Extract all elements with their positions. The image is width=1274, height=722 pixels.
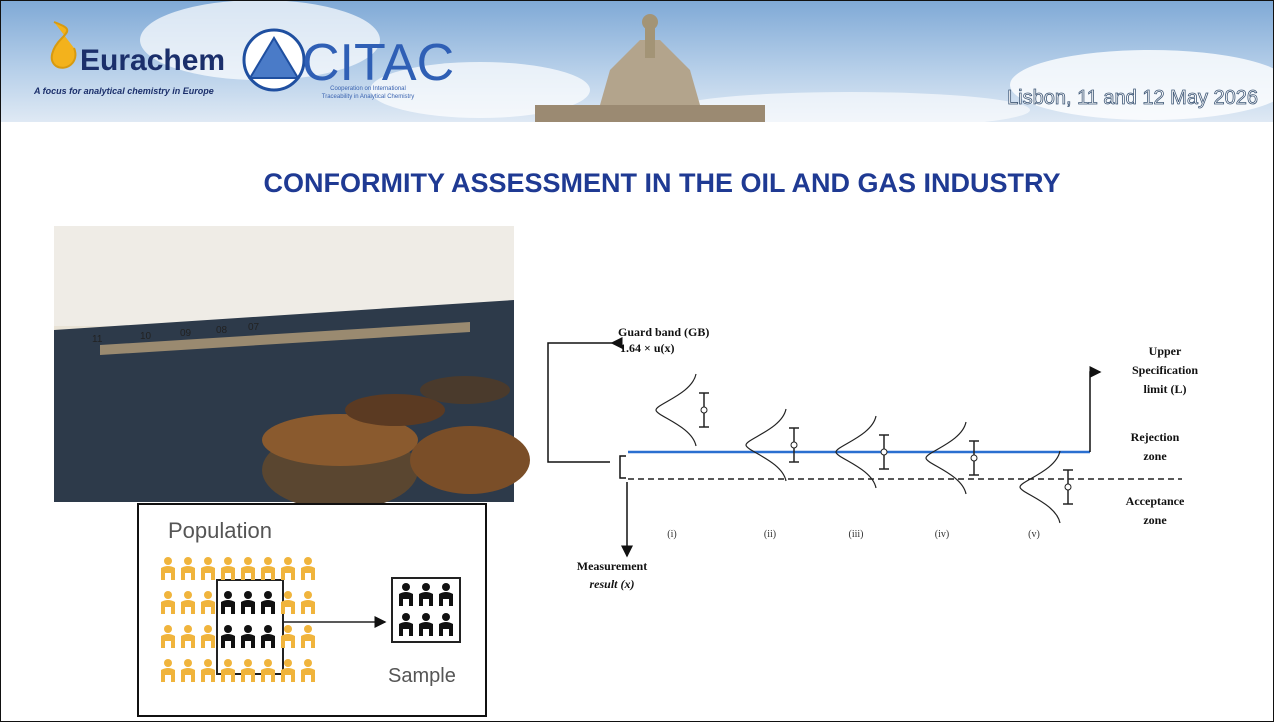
person-icon	[304, 557, 312, 565]
person-icon	[204, 557, 212, 565]
person-icon	[264, 659, 272, 667]
person-icon	[304, 659, 312, 667]
upper-limit: Upper	[1149, 344, 1182, 358]
photo-label: 10	[140, 331, 152, 342]
photo-label: 09	[180, 328, 192, 339]
upper-limit: Specification	[1132, 363, 1198, 377]
measurement-result: Measurement	[577, 559, 647, 573]
person-icon	[204, 625, 212, 633]
distribution-curve	[746, 409, 786, 481]
person-icon	[184, 659, 192, 667]
person-icon	[244, 659, 252, 667]
slide-title: CONFORMITY ASSESSMENT IN THE OIL AND GAS…	[263, 168, 1060, 198]
person-icon	[264, 625, 272, 633]
photo-label: 07	[248, 322, 260, 333]
measured-value	[701, 407, 707, 413]
rejection-zone: zone	[1143, 449, 1167, 463]
person-icon	[164, 625, 172, 633]
case-label: (iv)	[935, 529, 949, 540]
measured-value	[971, 455, 977, 461]
person-icon	[164, 659, 172, 667]
distribution-curve	[926, 422, 966, 494]
person-icon	[184, 557, 192, 565]
person-icon	[164, 591, 172, 599]
population-label: Population	[168, 518, 272, 543]
person-icon	[304, 591, 312, 599]
case-label: (i)	[667, 529, 676, 540]
person-icon	[264, 591, 272, 599]
person-icon	[284, 625, 292, 633]
guard-formula: 1.64 × u(x)	[620, 341, 675, 355]
person-icon	[422, 613, 430, 621]
person-icon	[442, 583, 450, 591]
person-icon	[224, 625, 232, 633]
distribution-curve	[1020, 451, 1060, 523]
measured-value	[1065, 484, 1071, 490]
photo-label: 08	[216, 325, 228, 336]
citac-tagline: Traceability in Analytical Chemistry	[322, 94, 414, 100]
person-icon	[224, 557, 232, 565]
person-icon	[422, 583, 430, 591]
conformity-diagram: Guard band (GB) 1.64 × u(x) Upper Specif…	[548, 325, 1198, 591]
measured-value	[881, 449, 887, 455]
case-label: (iii)	[849, 529, 864, 540]
sampling-diagram: Population Sample	[138, 504, 486, 716]
citac-name: CITAC	[302, 34, 454, 92]
person-icon	[284, 591, 292, 599]
photo-label: 11	[92, 334, 103, 345]
person-icon	[224, 659, 232, 667]
person-icon	[204, 591, 212, 599]
distribution-curve	[656, 374, 696, 446]
citac-tagline: Cooperation on International	[330, 86, 406, 92]
eurachem-tagline: A focus for analytical chemistry in Euro…	[33, 86, 214, 96]
person-icon	[402, 583, 410, 591]
person-icon	[442, 613, 450, 621]
person-icon	[204, 659, 212, 667]
person-icon	[164, 557, 172, 565]
person-icon	[244, 625, 252, 633]
guard-band: Guard band (GB)	[618, 325, 709, 339]
case-label: (ii)	[764, 529, 776, 540]
measurement-result: result (x)	[590, 577, 635, 591]
upper-limit: limit (L)	[1144, 382, 1187, 396]
case-label: (v)	[1028, 529, 1040, 540]
person-icon	[284, 557, 292, 565]
banner: Eurachem A focus for analytical chemistr…	[0, 0, 1274, 128]
person-icon	[284, 659, 292, 667]
rejection-zone: Rejection	[1131, 430, 1180, 444]
person-icon	[184, 591, 192, 599]
acceptance-zone: Acceptance	[1126, 494, 1185, 508]
person-icon	[184, 625, 192, 633]
eurachem-name: Eurachem	[80, 44, 225, 77]
person-icon	[224, 591, 232, 599]
tank-photo: 11 10 09 08 07	[54, 226, 530, 510]
person-icon	[304, 625, 312, 633]
sample-label: Sample	[388, 665, 456, 687]
acceptance-zone: zone	[1143, 513, 1167, 527]
person-icon	[264, 557, 272, 565]
person-icon	[244, 557, 252, 565]
event: Lisbon, 11 and 12 May 2026	[1007, 87, 1258, 109]
person-icon	[402, 613, 410, 621]
slide: Eurachem A focus for analytical chemistr…	[0, 0, 1274, 722]
measured-value	[791, 442, 797, 448]
person-icon	[244, 591, 252, 599]
